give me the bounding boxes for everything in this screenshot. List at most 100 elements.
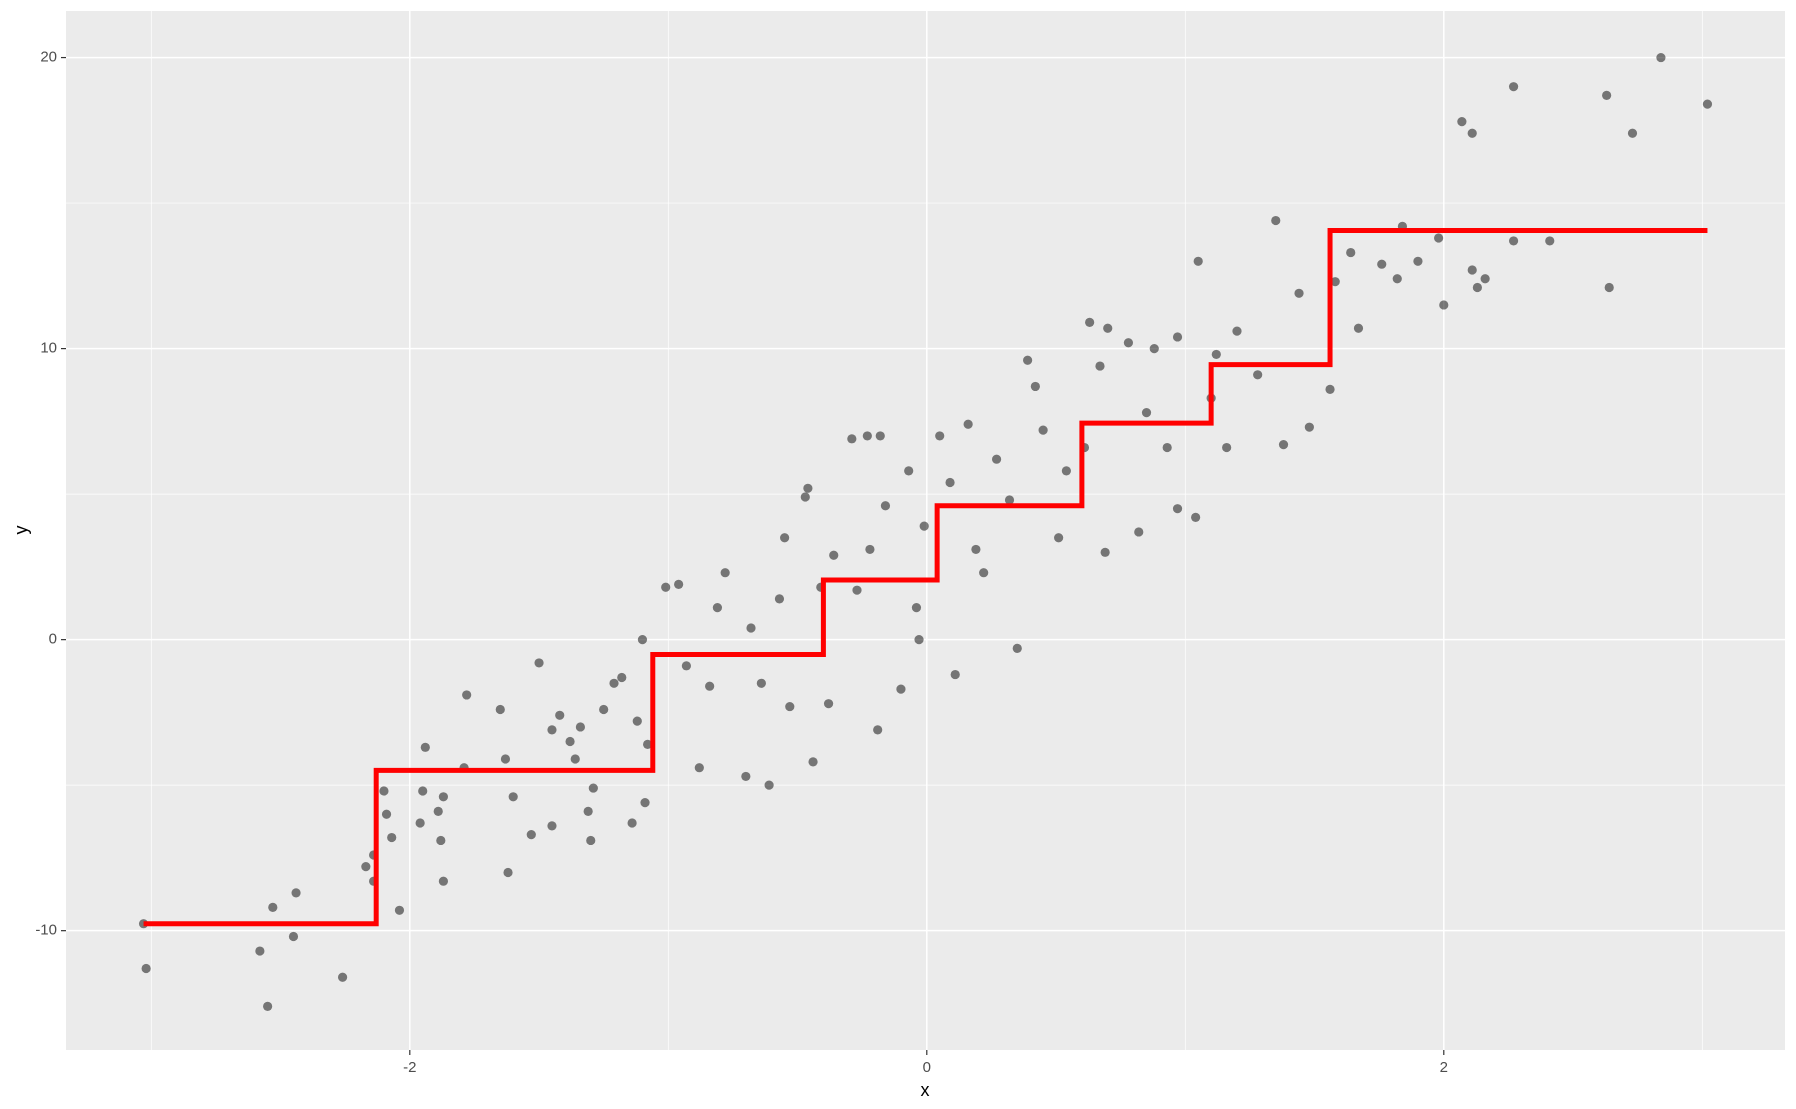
point [852,585,862,595]
point [823,699,834,709]
point [919,521,929,531]
point [643,739,653,750]
point [1508,236,1519,246]
point [263,1001,273,1011]
point [945,477,955,488]
point [526,830,536,840]
point [462,690,472,700]
point [1030,381,1040,392]
point [268,902,278,912]
point [963,419,973,429]
point [1602,90,1612,101]
point [1193,256,1203,266]
point [1656,52,1666,63]
point [1271,215,1281,226]
point [904,466,914,476]
point [1304,422,1314,432]
point [911,603,922,613]
y-tick-label: 0 [49,631,57,648]
point [1211,349,1221,360]
point [1012,643,1022,653]
point [1085,317,1095,328]
point [935,431,945,441]
point [1149,344,1159,354]
point [575,722,586,732]
point [1457,116,1467,127]
point [379,786,389,796]
point [415,818,425,828]
point [1023,355,1033,365]
point [381,809,392,819]
y-axis-title: y [11,526,31,535]
point [555,710,565,720]
point [547,725,557,735]
x-axis-title: x [921,1080,930,1100]
point [1627,128,1638,138]
point [803,483,813,493]
point [1162,442,1172,453]
point [1377,259,1387,269]
point [1353,323,1364,333]
step-line [143,227,1708,927]
point [880,501,891,511]
point [950,669,960,680]
point [847,434,857,444]
point [495,704,505,715]
point [1480,274,1490,284]
point [741,771,751,782]
point [617,672,627,683]
point [1278,440,1289,450]
point [394,905,405,915]
point [1004,495,1015,505]
point [570,754,580,764]
point [873,725,883,735]
point [1191,512,1201,523]
point [599,704,609,715]
point [780,533,790,543]
point [746,623,756,633]
point [361,862,371,872]
y-tick-label: 10 [40,340,57,357]
point [875,431,885,441]
point [1702,99,1713,109]
point [508,792,518,802]
y-tick-label: 20 [40,49,57,66]
point [674,579,684,589]
point [609,678,619,688]
point [1061,466,1071,476]
point [1467,265,1477,275]
point [291,888,301,898]
point [1434,233,1444,243]
point [1172,504,1183,514]
point [808,757,818,767]
point [1392,274,1402,284]
point [1141,408,1152,418]
point [661,582,671,592]
point [896,684,906,694]
point [337,972,348,982]
point [588,783,598,793]
point [141,963,151,974]
point [534,658,544,668]
point [1222,442,1232,453]
point [1439,300,1449,310]
point [418,786,428,796]
point [436,835,446,846]
point [694,763,704,773]
point [547,821,557,831]
x-tick-label: 2 [1440,1059,1448,1076]
point [971,544,981,555]
point [438,792,449,802]
point [1123,338,1134,348]
point [865,544,875,555]
point [1472,282,1482,293]
point [1253,370,1263,380]
point [1095,361,1105,371]
point [829,550,839,560]
point [387,832,397,843]
point [712,603,723,613]
point [1508,82,1519,92]
x-tick-label: 0 [923,1059,931,1076]
point [1172,332,1183,342]
